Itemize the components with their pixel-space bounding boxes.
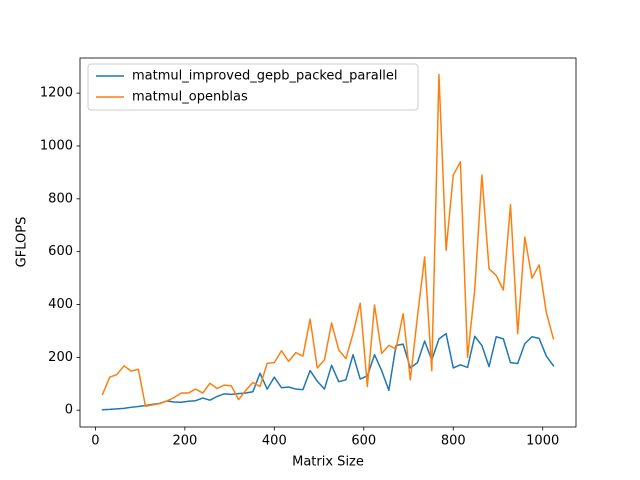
y-tick-label: 400 xyxy=(48,297,73,312)
legend-box xyxy=(87,63,419,111)
x-tick-label: 0 xyxy=(91,434,99,449)
x-tick-label: 1000 xyxy=(526,434,559,449)
legend-label: matmul_openblas xyxy=(132,90,248,105)
x-tick-label: 600 xyxy=(351,434,376,449)
y-tick-label: 600 xyxy=(48,244,73,259)
y-tick-label: 0 xyxy=(65,403,73,418)
y-tick-label: 1200 xyxy=(40,86,73,101)
x-tick-label: 800 xyxy=(441,434,466,449)
y-tick-label: 200 xyxy=(48,350,73,365)
legend-label: matmul_improved_gepb_packed_parallel xyxy=(132,69,398,84)
plot-frame xyxy=(79,57,577,428)
y-tick-label: 1000 xyxy=(40,138,73,153)
x-tick-label: 400 xyxy=(262,434,287,449)
y-axis-label: GFLOPS xyxy=(15,217,30,268)
series-line xyxy=(101,332,555,411)
x-tick-label: 200 xyxy=(172,434,197,449)
x-axis-label: Matrix Size xyxy=(292,455,364,470)
series-line xyxy=(101,73,555,408)
y-tick-label: 800 xyxy=(48,191,73,206)
